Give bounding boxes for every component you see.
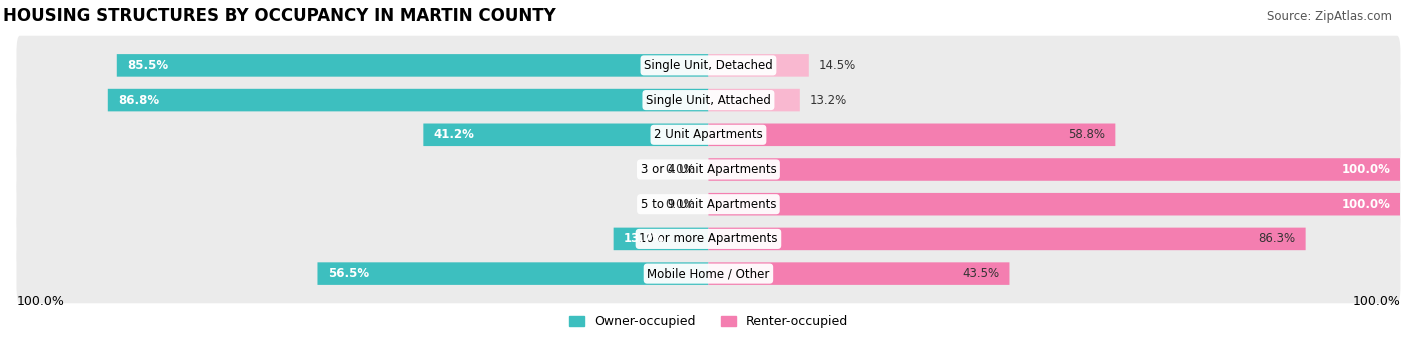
FancyBboxPatch shape — [613, 228, 709, 250]
Text: 86.3%: 86.3% — [1258, 233, 1295, 246]
Text: 0.0%: 0.0% — [665, 198, 695, 211]
FancyBboxPatch shape — [17, 209, 1400, 269]
Text: 14.5%: 14.5% — [820, 59, 856, 72]
FancyBboxPatch shape — [17, 244, 1400, 303]
Text: 13.7%: 13.7% — [624, 233, 665, 246]
Text: 43.5%: 43.5% — [962, 267, 1000, 280]
FancyBboxPatch shape — [318, 262, 709, 285]
FancyBboxPatch shape — [17, 105, 1400, 164]
FancyBboxPatch shape — [709, 123, 1115, 146]
FancyBboxPatch shape — [17, 36, 1400, 95]
FancyBboxPatch shape — [17, 175, 1400, 234]
FancyBboxPatch shape — [17, 70, 1400, 130]
Text: Single Unit, Detached: Single Unit, Detached — [644, 59, 773, 72]
FancyBboxPatch shape — [709, 193, 1400, 216]
FancyBboxPatch shape — [117, 54, 709, 77]
Text: 58.8%: 58.8% — [1069, 128, 1105, 141]
Text: 3 or 4 Unit Apartments: 3 or 4 Unit Apartments — [641, 163, 776, 176]
Text: 13.2%: 13.2% — [810, 93, 848, 107]
Text: Single Unit, Attached: Single Unit, Attached — [645, 93, 770, 107]
FancyBboxPatch shape — [423, 123, 709, 146]
FancyBboxPatch shape — [709, 262, 1010, 285]
FancyBboxPatch shape — [709, 158, 1400, 181]
Text: HOUSING STRUCTURES BY OCCUPANCY IN MARTIN COUNTY: HOUSING STRUCTURES BY OCCUPANCY IN MARTI… — [3, 6, 555, 25]
Text: Mobile Home / Other: Mobile Home / Other — [647, 267, 769, 280]
Text: 10 or more Apartments: 10 or more Apartments — [640, 233, 778, 246]
Text: 100.0%: 100.0% — [17, 295, 65, 308]
Text: 2 Unit Apartments: 2 Unit Apartments — [654, 128, 763, 141]
FancyBboxPatch shape — [108, 89, 709, 112]
Text: 86.8%: 86.8% — [118, 93, 159, 107]
Text: 100.0%: 100.0% — [1341, 198, 1391, 211]
Text: 56.5%: 56.5% — [328, 267, 368, 280]
FancyBboxPatch shape — [709, 54, 808, 77]
Text: 100.0%: 100.0% — [1353, 295, 1400, 308]
Text: 5 to 9 Unit Apartments: 5 to 9 Unit Apartments — [641, 198, 776, 211]
Legend: Owner-occupied, Renter-occupied: Owner-occupied, Renter-occupied — [564, 310, 853, 333]
Text: 41.2%: 41.2% — [433, 128, 475, 141]
Text: 85.5%: 85.5% — [127, 59, 169, 72]
Text: Source: ZipAtlas.com: Source: ZipAtlas.com — [1267, 10, 1392, 23]
Text: 0.0%: 0.0% — [665, 163, 695, 176]
FancyBboxPatch shape — [709, 228, 1306, 250]
FancyBboxPatch shape — [17, 140, 1400, 199]
Text: 100.0%: 100.0% — [1341, 163, 1391, 176]
FancyBboxPatch shape — [709, 89, 800, 112]
